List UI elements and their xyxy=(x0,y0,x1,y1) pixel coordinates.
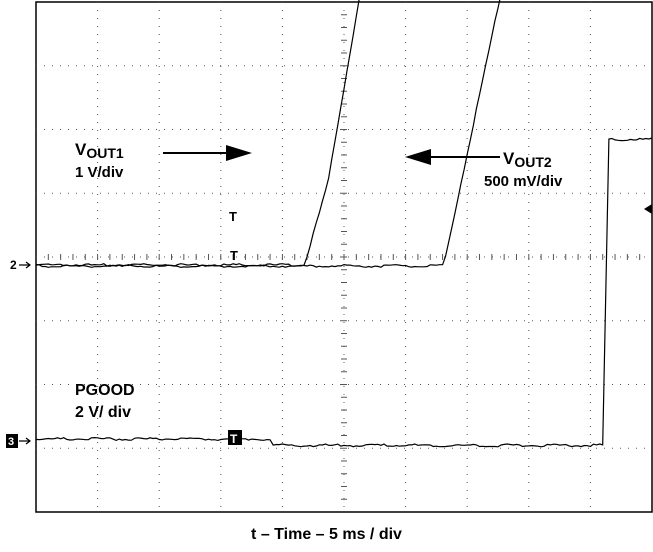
vout1-label: VOUT1 xyxy=(75,140,124,161)
vout2-scale-label: 500 mV/div xyxy=(484,173,563,190)
grid xyxy=(36,2,652,512)
trace-pgood xyxy=(35,137,653,448)
channel-3-marker: 3 xyxy=(6,434,31,448)
pgood-scale-label: 2 V/ div xyxy=(75,404,131,421)
vout2-label: VOUT2 xyxy=(503,149,552,170)
vout1-scale-label: 1 V/div xyxy=(75,164,124,181)
traces xyxy=(35,0,653,448)
vout1-arrow xyxy=(163,145,252,161)
pgood-label: PGOOD xyxy=(75,382,135,399)
vout2-arrow xyxy=(405,149,500,165)
svg-text:2: 2 xyxy=(10,258,17,272)
trigger-marker-vout2: T xyxy=(230,248,238,263)
trace-vout1 xyxy=(35,0,360,267)
channel-2-marker: 2 xyxy=(10,258,31,272)
trigger-level-arrow xyxy=(644,204,652,214)
trigger-marker-vout1: T xyxy=(229,209,237,224)
trigger-marker-pgood: T xyxy=(228,430,242,446)
svg-text:3: 3 xyxy=(8,436,14,448)
x-axis-label: t – Time – 5 ms / div xyxy=(251,526,402,543)
trace-vout2 xyxy=(35,0,501,269)
svg-text:T: T xyxy=(230,432,238,446)
